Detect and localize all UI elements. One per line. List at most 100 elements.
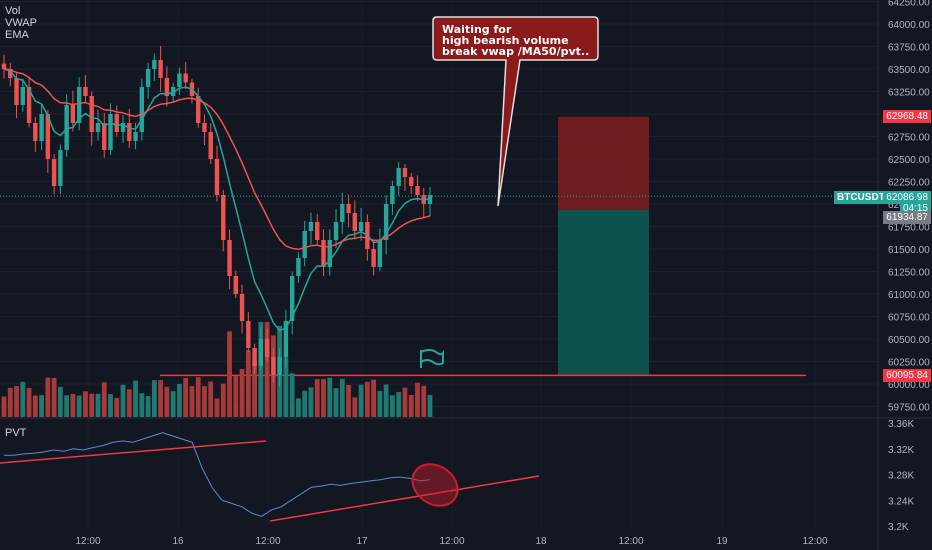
candle-body	[340, 204, 345, 222]
candle-body	[196, 96, 201, 123]
volume-bar	[252, 360, 257, 417]
volume-bar	[83, 391, 88, 417]
candle-body	[39, 114, 44, 141]
candle-body	[358, 222, 364, 231]
volume-bar	[120, 384, 126, 417]
candle-body	[152, 60, 157, 69]
candle-body	[227, 240, 232, 276]
volume-bar	[26, 388, 32, 417]
legend-vwap[interactable]: VWAP	[5, 17, 37, 29]
candle-body	[145, 69, 151, 87]
candle-body	[396, 168, 401, 186]
candlesticks	[1, 45, 433, 387]
volume-bar	[51, 377, 57, 417]
pvt-trendline-lower	[269, 475, 540, 522]
volume-bar	[383, 384, 389, 417]
candle-body	[264, 339, 270, 357]
candle-body	[383, 204, 389, 240]
pvt-tick-label: 3.2K	[888, 522, 909, 533]
candle-body	[164, 78, 170, 96]
price-tick-label: 62500.00	[888, 155, 930, 166]
vwap-line	[3, 68, 431, 332]
volume-bar	[39, 395, 44, 417]
candle-body	[70, 105, 76, 123]
short-position-tool	[0, 116, 878, 377]
candle-body	[283, 321, 289, 357]
candle-body	[221, 195, 226, 240]
candle-body	[133, 132, 138, 141]
volume-bar	[339, 378, 345, 417]
volume-bar	[164, 386, 170, 417]
pvt-tick-label: 3.28K	[888, 471, 914, 482]
candle-body	[252, 348, 257, 366]
legend-pvt[interactable]: PVT	[5, 427, 27, 439]
candle-body	[14, 78, 19, 105]
candle-body	[58, 150, 63, 186]
candle-body	[120, 123, 126, 132]
candle-body	[76, 87, 82, 123]
volume-bar	[296, 398, 301, 417]
volume-bar	[170, 391, 176, 417]
time-tick-label: 12:00	[255, 536, 280, 547]
price-tick-label: 61250.00	[888, 268, 930, 279]
price-tick-label: 63500.00	[888, 65, 930, 76]
candle-body	[315, 222, 320, 240]
candle-body	[214, 159, 220, 195]
candle-body	[170, 87, 176, 96]
pvt-tick-label: 3.24K	[888, 496, 914, 507]
volume-bar	[76, 395, 82, 417]
volume-bar	[208, 381, 214, 417]
candle-body	[127, 123, 132, 141]
price-tick-label: 64000.00	[888, 20, 930, 31]
price-tick-label: 60000.00	[888, 380, 930, 391]
candle-body	[20, 87, 25, 105]
callout-note[interactable]: Waiting for high bearish volume break vw…	[442, 24, 592, 57]
candle-body	[390, 186, 395, 204]
target-price-tag: 60095.84	[883, 369, 931, 382]
volume-bar	[189, 386, 195, 417]
price-tick-label: 61500.00	[888, 245, 930, 256]
stop-price-tag: 62968.48	[883, 110, 931, 123]
candle-body	[114, 114, 119, 132]
candle-body	[346, 204, 351, 213]
candle-body	[321, 240, 326, 267]
volume-bar	[408, 394, 414, 417]
volume-bar	[302, 390, 308, 417]
legend-ema[interactable]: EMA	[5, 29, 29, 41]
volume-bar	[227, 331, 232, 417]
candle-body	[102, 123, 107, 150]
price-tick-label: 60750.00	[888, 313, 930, 324]
volume-bar	[390, 395, 395, 417]
candle-body	[308, 222, 314, 231]
volume-bar	[214, 398, 220, 417]
volume-bar	[333, 388, 339, 417]
volume-bar	[346, 385, 351, 417]
candle-body	[271, 357, 276, 375]
candle-body	[327, 240, 332, 267]
price-tick-label: 62750.00	[888, 133, 930, 144]
volume-bar	[321, 379, 326, 417]
candle-body	[26, 87, 32, 123]
volume-bar	[32, 395, 38, 417]
time-tick-label: 12:00	[75, 536, 100, 547]
candle-body	[95, 123, 101, 132]
pvt-line	[4, 432, 431, 517]
candle-body	[83, 87, 88, 96]
candle-body	[352, 213, 358, 231]
candle-body	[409, 177, 414, 186]
candle-body	[402, 168, 408, 177]
volume-bar	[45, 377, 51, 417]
ticker-tag: BTCUSDT	[834, 191, 888, 204]
volume-bar	[364, 381, 370, 417]
price-tick-label: 59750.00	[888, 403, 930, 414]
legend-vol[interactable]: Vol	[5, 5, 21, 17]
drawings	[420, 16, 599, 368]
volume-bar	[183, 377, 189, 417]
pvt-pane	[0, 432, 540, 522]
candle-body	[183, 73, 188, 83]
price-tick-label: 64250.00	[888, 0, 930, 9]
volume-bar	[89, 393, 95, 417]
volume-bar	[377, 390, 383, 417]
